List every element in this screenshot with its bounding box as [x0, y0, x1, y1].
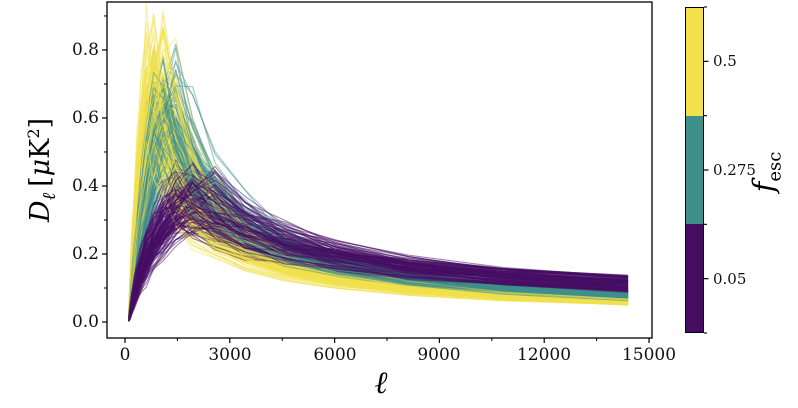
- colorbar-tick-label: 0.275: [713, 161, 756, 179]
- y-axis-label-sub-ell: ℓ: [39, 192, 61, 201]
- x-tick-label: 12000: [516, 345, 572, 365]
- y-tick-label: 0.6: [71, 108, 99, 128]
- colorbar-label-sub-esc: esc: [764, 151, 786, 182]
- colorbar-band-mid: [686, 115, 703, 224]
- y-tick-label: 0.0: [71, 312, 99, 332]
- colorbar-tick-label: 0.05: [713, 270, 747, 288]
- y-axis-label-close-bracket: ]: [24, 117, 56, 129]
- y-axis-label-mu: μ: [24, 158, 56, 177]
- y-tick-label: 0.8: [71, 40, 99, 60]
- y-axis-label-open-bracket: [: [24, 176, 56, 187]
- y-axis-label-K: K: [24, 138, 56, 159]
- x-tick-label: 3000: [208, 345, 252, 365]
- x-axis-label: ℓ: [374, 365, 388, 401]
- colorbar: [685, 7, 704, 333]
- x-tick-label: 15000: [621, 345, 677, 365]
- y-tick-label: 0.4: [71, 176, 99, 196]
- colorbar-label: fesc: [747, 152, 786, 193]
- colorbar-label-f: f: [746, 181, 781, 193]
- y-axis-label-sup-2: 2: [23, 128, 43, 139]
- x-tick-label: 6000: [313, 345, 357, 365]
- colorbar-band-high: [686, 8, 703, 116]
- colorbar-tick-label: 0.5: [713, 52, 737, 70]
- x-tick-label: 9000: [417, 345, 461, 365]
- y-axis-label-D: D: [24, 200, 56, 223]
- y-tick-label: 0.2: [71, 244, 99, 264]
- y-axis-label: Dℓ [μK2]: [24, 118, 60, 222]
- x-tick-label: 0: [119, 345, 131, 365]
- colorbar-band-low: [686, 223, 703, 332]
